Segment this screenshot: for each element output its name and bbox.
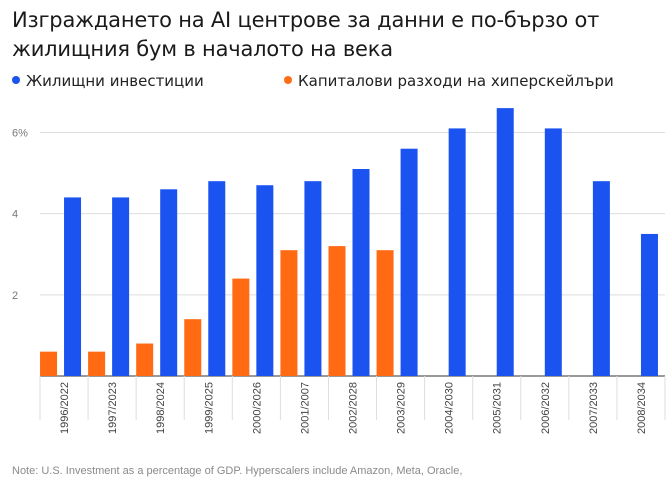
- x-tick-label-3: 1999/2025: [203, 382, 215, 434]
- bar-housing-3: [208, 181, 226, 376]
- bar-hyperscaler-7: [376, 250, 394, 376]
- bar-hyperscaler-5: [280, 250, 298, 376]
- bar-housing-7: [400, 148, 418, 376]
- chart-note: Note: U.S. Investment as a percentage of…: [12, 465, 463, 477]
- bar-housing-12: [640, 233, 658, 376]
- bar-hyperscaler-2: [136, 343, 154, 376]
- bar-hyperscaler-4: [232, 278, 250, 376]
- x-tick-label-12: 2008/2034: [636, 382, 648, 434]
- legend-label-housing: Жилищни инвестиции: [26, 72, 204, 90]
- bar-housing-1: [112, 197, 130, 376]
- chart-legend: Жилищни инвестиции Капиталови разходи на…: [12, 72, 662, 92]
- bar-hyperscaler-0: [40, 351, 58, 376]
- bar-hyperscaler-6: [328, 246, 346, 376]
- y-tick-label-1: 4: [12, 209, 18, 221]
- bar-housing-4: [256, 185, 274, 376]
- x-tick-label-7: 2003/2029: [396, 382, 408, 434]
- bar-housing-11: [592, 181, 610, 376]
- legend-dot-housing: [12, 75, 20, 84]
- x-tick-label-8: 2004/2030: [444, 382, 456, 434]
- bar-housing-8: [448, 128, 466, 376]
- x-tick-label-6: 2002/2028: [348, 382, 360, 434]
- bar-housing-0: [64, 197, 82, 376]
- bar-housing-10: [544, 128, 562, 376]
- x-tick-label-9: 2005/2031: [492, 382, 504, 434]
- legend-dot-hyperscaler: [284, 75, 292, 84]
- bar-hyperscaler-1: [88, 351, 106, 376]
- bar-housing-2: [160, 189, 178, 376]
- legend-item-housing: Жилищни инвестиции: [12, 72, 204, 90]
- legend-label-hyperscaler: Капиталови разходи на хиперскейлъри: [298, 72, 614, 90]
- legend-item-hyperscaler: Капиталови разходи на хиперскейлъри: [284, 72, 614, 90]
- bar-hyperscaler-3: [184, 319, 202, 376]
- x-tick-label-1: 1997/2023: [107, 382, 119, 434]
- bar-housing-5: [304, 181, 322, 376]
- bar-chart: 2 4 6% 1996/2022 1997/2023 1998/2024 1999/2025…: [12, 108, 666, 434]
- x-tick-label-5: 2001/2007: [299, 382, 311, 434]
- y-tick-label-0: 2: [12, 290, 18, 302]
- bar-housing-6: [352, 169, 370, 376]
- bar-housing-9: [496, 108, 514, 376]
- x-tick-label-2: 1998/2024: [155, 382, 167, 434]
- y-tick-label-2: 6%: [12, 127, 28, 139]
- x-tick-label-4: 2000/2026: [251, 382, 263, 434]
- x-tick-label-11: 2007/2033: [588, 382, 600, 434]
- x-tick-label-0: 1996/2022: [59, 382, 71, 434]
- x-tick-label-10: 2006/2032: [540, 382, 552, 434]
- chart-title: Изграждането на AI центрове за данни е п…: [12, 8, 600, 61]
